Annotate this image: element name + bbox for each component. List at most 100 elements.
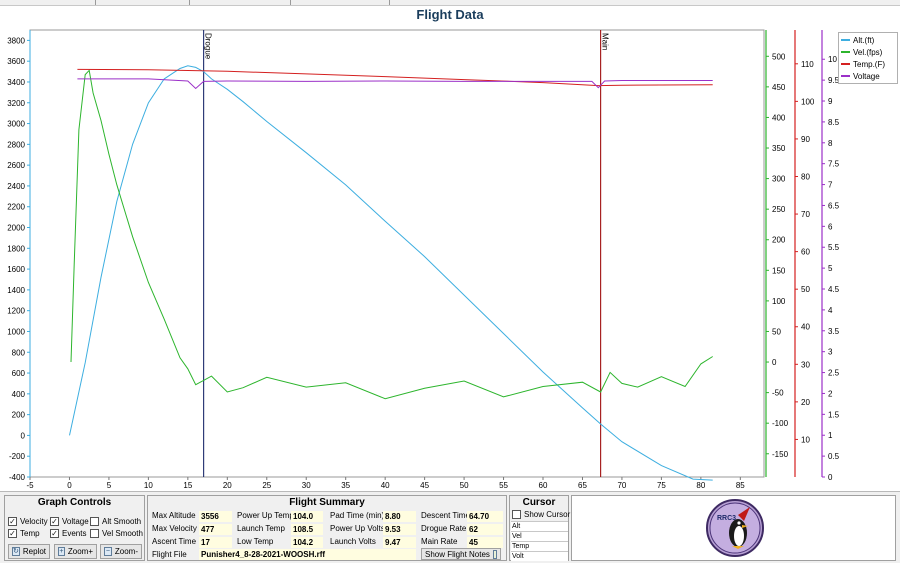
- low-temp-label: Low Temp: [237, 537, 274, 546]
- altitude-tick-label: 1800: [7, 244, 25, 253]
- alt-smooth-checkbox-label: Alt Smooth: [102, 517, 142, 526]
- velocity-tick-label: 100: [772, 297, 786, 306]
- legend-label: Alt.(ft): [853, 35, 875, 45]
- voltage-tick-label: 9.5: [828, 76, 840, 85]
- drogue-rate-value: 62: [467, 524, 503, 535]
- altitude-tick-label: 1200: [7, 307, 25, 316]
- events-checkbox[interactable]: ✓ Events: [50, 529, 86, 538]
- launch-temp-label: Launch Temp: [237, 524, 285, 533]
- flight-data-chart[interactable]: -5 0 5 10 15 20 25 30 35 40 45 50 55 60 65 70 75 80 85-400…: [0, 0, 900, 491]
- chart-legend: Alt.(ft) Vel.(fps) Temp.(F) Voltage: [838, 32, 898, 84]
- ascent-time-label: Ascent Time: [152, 537, 197, 546]
- x-tick-label: 25: [262, 481, 271, 490]
- zoom-out-button[interactable]: − Zoom-: [100, 544, 142, 559]
- legend-entry: Voltage: [841, 70, 895, 82]
- voltage-tick-label: 6.5: [828, 201, 840, 210]
- legend-label: Vel.(fps): [853, 47, 883, 57]
- temperature-tick-label: 80: [801, 172, 810, 181]
- altitude-tick-label: 1600: [7, 265, 25, 274]
- legend-entry: Vel.(fps): [841, 46, 895, 58]
- replot-button[interactable]: ↻ Replot: [8, 544, 50, 559]
- event-label-drogue: Drogue: [204, 33, 213, 60]
- voltage-checkbox[interactable]: ✓ Voltage: [50, 517, 89, 526]
- series-line-temperature: [77, 68, 713, 87]
- vel-smooth-check-icon[interactable]: [90, 529, 99, 538]
- launch-temp-value: 108.5: [291, 524, 323, 535]
- power-up-temp-label: Power Up Temp: [237, 511, 294, 520]
- x-tick-label: 30: [302, 481, 311, 490]
- x-tick-label: 80: [696, 481, 705, 490]
- cursor-volt-row: Volt: [511, 551, 568, 561]
- altitude-tick-label: -200: [9, 452, 26, 461]
- x-tick-label: 50: [460, 481, 469, 490]
- voltage-tick-label: 3: [828, 348, 833, 357]
- show-flight-notes-button[interactable]: Show Flight Notes: [421, 548, 501, 560]
- velocity-checkbox[interactable]: ✓ Velocity: [8, 517, 48, 526]
- velocity-tick-label: 150: [772, 266, 786, 275]
- voltage-checkbox-label: Voltage: [62, 517, 89, 526]
- flight-file-value: Punisher4_8-28-2021-WOOSH.rff: [199, 549, 416, 560]
- vel-smooth-checkbox[interactable]: Vel Smooth: [90, 529, 143, 538]
- launch-volts-label: Launch Volts: [330, 537, 376, 546]
- voltage-tick-label: 1: [828, 431, 833, 440]
- altitude-tick-label: 1400: [7, 286, 25, 295]
- legend-label: Voltage: [853, 71, 880, 81]
- events-check-icon[interactable]: ✓: [50, 529, 59, 538]
- temp-check-icon[interactable]: ✓: [8, 529, 17, 538]
- x-tick-label: 35: [341, 481, 350, 490]
- altitude-tick-label: 1000: [7, 327, 25, 336]
- toolbar-tab[interactable]: [95, 0, 190, 5]
- velocity-tick-label: -50: [772, 389, 784, 398]
- x-tick-label: 45: [420, 481, 429, 490]
- notes-icon: [492, 549, 497, 559]
- x-tick-label: 10: [144, 481, 153, 490]
- alt-smooth-check-icon[interactable]: [90, 517, 99, 526]
- replot-icon: ↻: [12, 547, 20, 556]
- velocity-check-icon[interactable]: ✓: [8, 517, 17, 526]
- x-tick-label: 65: [578, 481, 587, 490]
- altitude-tick-label: 2400: [7, 182, 25, 191]
- alt-smooth-checkbox[interactable]: Alt Smooth: [90, 517, 141, 526]
- x-tick-label: 70: [617, 481, 626, 490]
- temperature-tick-label: 70: [801, 210, 810, 219]
- altitude-tick-label: 200: [12, 411, 26, 420]
- main-rate-label: Main Rate: [421, 537, 458, 546]
- toolbar-tab[interactable]: [290, 0, 390, 5]
- temp-checkbox[interactable]: ✓ Temp: [8, 529, 40, 538]
- ascent-time-value: 17: [199, 537, 232, 548]
- velocity-tick-label: 350: [772, 144, 786, 153]
- event-label-main: Main: [601, 33, 610, 50]
- zoom-in-button[interactable]: + Zoom+: [54, 544, 97, 559]
- launch-volts-value: 9.47: [383, 537, 416, 548]
- x-tick-label: 15: [183, 481, 192, 490]
- temperature-tick-label: 90: [801, 135, 810, 144]
- x-tick-label: 85: [736, 481, 745, 490]
- voltage-tick-label: 2.5: [828, 369, 840, 378]
- altitude-tick-label: 2800: [7, 140, 25, 149]
- flight-summary-title: Flight Summary: [289, 497, 365, 508]
- temperature-tick-label: 20: [801, 398, 810, 407]
- zoom-out-icon: −: [104, 547, 112, 556]
- x-tick-label: 20: [223, 481, 232, 490]
- events-checkbox-label: Events: [62, 529, 87, 538]
- low-temp-value: 104.2: [291, 537, 323, 548]
- power-up-volts-value: 9.53: [383, 524, 416, 535]
- x-tick-label: 5: [107, 481, 112, 490]
- show-cursor-check-icon[interactable]: [512, 510, 521, 519]
- velocity-tick-label: 250: [772, 205, 786, 214]
- plot-area: [29, 29, 765, 478]
- altitude-tick-label: 2200: [7, 203, 25, 212]
- voltage-check-icon[interactable]: ✓: [50, 517, 59, 526]
- altitude-tick-label: 3000: [7, 120, 25, 129]
- series-line-altitude: [69, 65, 713, 481]
- voltage-tick-label: 5.5: [828, 243, 840, 252]
- zoom-in-icon: +: [58, 547, 65, 556]
- altitude-tick-label: 800: [12, 348, 26, 357]
- pad-time-label: Pad Time (min): [330, 511, 385, 520]
- velocity-tick-label: -150: [772, 450, 789, 459]
- velocity-tick-label: 400: [772, 113, 786, 122]
- altitude-tick-label: 2000: [7, 224, 25, 233]
- show-cursor-checkbox[interactable]: Show Cursor: [512, 510, 570, 519]
- graph-controls-title: Graph Controls: [37, 497, 112, 508]
- voltage-tick-label: 4.5: [828, 285, 840, 294]
